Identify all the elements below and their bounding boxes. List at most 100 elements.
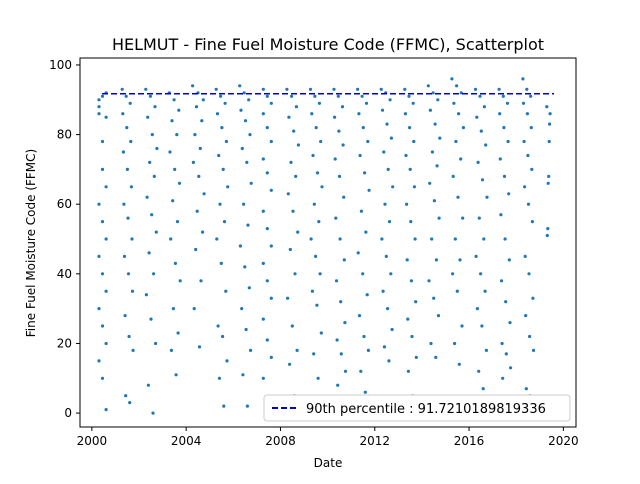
data-point	[366, 348, 370, 352]
data-point	[104, 289, 108, 293]
data-point	[452, 101, 456, 105]
data-point	[461, 126, 465, 130]
data-point	[386, 307, 390, 311]
y-tick-label: 100	[49, 58, 72, 72]
data-point	[286, 192, 290, 196]
data-point	[409, 220, 413, 224]
data-point	[245, 160, 249, 164]
data-point	[333, 157, 337, 161]
data-point	[501, 94, 505, 98]
data-point	[339, 352, 343, 356]
data-point	[265, 171, 269, 175]
data-point	[481, 387, 485, 391]
data-point	[201, 98, 205, 102]
data-point	[334, 279, 339, 283]
data-point	[153, 105, 157, 109]
data-point	[221, 167, 225, 171]
data-point	[295, 348, 299, 352]
data-point	[405, 202, 409, 206]
data-point	[177, 181, 182, 185]
data-point	[152, 272, 156, 276]
x-tick-label: 2020	[548, 434, 579, 448]
data-point	[97, 359, 101, 363]
data-point	[387, 359, 391, 363]
data-point	[432, 199, 436, 203]
data-point	[359, 369, 363, 373]
data-point	[155, 146, 159, 151]
data-point	[177, 108, 181, 112]
data-point	[296, 143, 300, 147]
data-point	[238, 84, 242, 88]
data-point	[241, 373, 245, 377]
data-point	[226, 185, 230, 189]
data-point	[104, 408, 108, 412]
data-point	[214, 87, 218, 91]
data-point	[169, 348, 173, 352]
chart-legend: 90th percentile : 91.7210189819336	[263, 394, 571, 422]
data-point	[380, 237, 384, 241]
data-point	[97, 307, 101, 311]
data-point	[356, 251, 360, 255]
data-point	[285, 87, 289, 91]
data-point	[497, 87, 501, 91]
data-point	[128, 401, 132, 405]
data-point	[498, 112, 502, 116]
data-point	[530, 220, 535, 224]
data-point	[473, 87, 478, 91]
data-point	[385, 122, 389, 126]
data-point	[269, 244, 273, 248]
data-point	[451, 272, 455, 276]
data-point	[316, 376, 320, 380]
data-point	[224, 289, 228, 293]
data-point	[150, 213, 154, 217]
data-point	[265, 126, 269, 130]
data-point	[430, 237, 434, 241]
data-point	[269, 139, 273, 144]
data-point	[410, 334, 414, 339]
data-point	[97, 105, 101, 109]
data-point	[382, 345, 386, 349]
data-point	[289, 160, 293, 164]
data-point	[104, 237, 108, 241]
data-point	[317, 220, 321, 224]
data-point	[261, 112, 265, 116]
legend-label: 90th percentile : 91.7210189819336	[306, 402, 546, 417]
data-point	[261, 317, 265, 321]
data-point	[265, 227, 269, 231]
y-tick-label: 60	[57, 197, 72, 211]
y-tick-label: 0	[64, 406, 72, 420]
data-point	[508, 321, 512, 325]
data-point	[451, 174, 455, 178]
data-point	[522, 139, 526, 144]
data-point	[484, 348, 488, 352]
data-point	[476, 160, 480, 164]
data-point	[428, 108, 432, 112]
data-point	[312, 202, 316, 206]
data-point	[215, 112, 220, 116]
data-point	[500, 341, 504, 346]
data-point	[432, 296, 436, 300]
data-point	[314, 126, 318, 130]
data-point	[524, 387, 528, 391]
x-tick-label: 2000	[77, 434, 108, 448]
data-point	[100, 167, 105, 171]
data-point	[288, 362, 292, 366]
data-point	[217, 153, 221, 158]
data-point	[193, 133, 197, 137]
data-point	[125, 167, 129, 171]
data-point	[434, 355, 438, 359]
data-point	[503, 237, 507, 241]
data-point	[130, 289, 135, 293]
data-point	[403, 87, 407, 91]
data-point	[507, 258, 511, 262]
data-point	[314, 254, 318, 258]
data-point	[245, 404, 249, 408]
data-point	[523, 185, 527, 189]
data-point	[530, 167, 534, 171]
data-point	[388, 98, 392, 102]
data-point	[360, 94, 364, 98]
data-point	[479, 129, 483, 133]
data-point	[246, 223, 250, 227]
data-point	[384, 254, 388, 258]
